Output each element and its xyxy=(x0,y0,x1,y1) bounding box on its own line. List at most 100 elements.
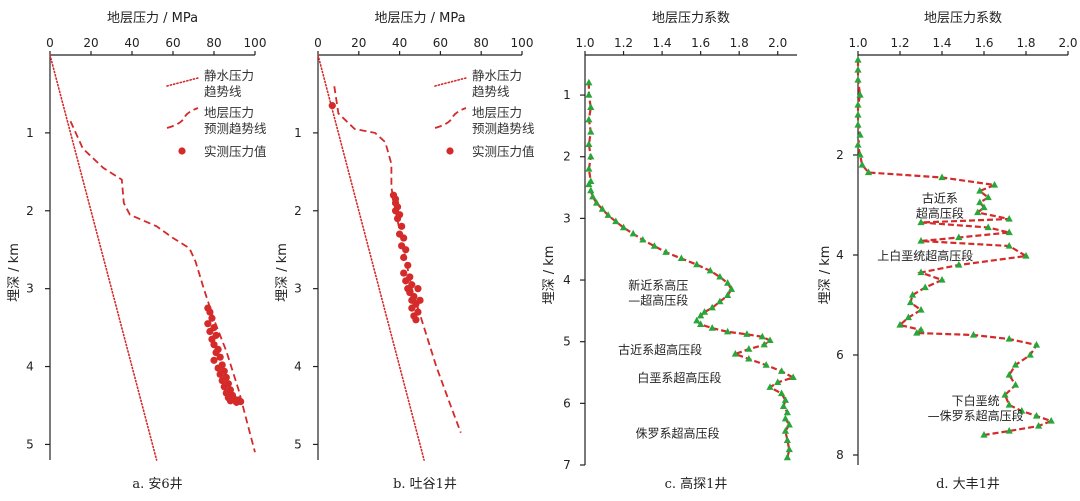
y-tick-label: 4 xyxy=(26,360,34,374)
interval-annotation: 古近系超高压段 xyxy=(618,342,702,357)
y-tick-label: 5 xyxy=(563,335,571,349)
pressure-coefficient-marker xyxy=(650,242,658,249)
pressure-coefficient-marker xyxy=(724,291,732,299)
pressure-coefficient-marker xyxy=(587,128,595,135)
measured-pressure-point xyxy=(206,327,214,336)
pressure-coefficient-marker xyxy=(777,367,786,374)
pressure-coefficient-marker xyxy=(1005,427,1013,434)
x-tick-label: 100 xyxy=(511,36,534,50)
interval-annotation: 侏罗系超高压段 xyxy=(636,425,720,440)
x-tick-label: 80 xyxy=(206,36,221,50)
pressure-coefficient-marker xyxy=(854,111,862,118)
interval-annotation: 新近系高压 xyxy=(628,277,688,292)
x-tick-label: 1.4 xyxy=(653,36,672,50)
pressure-coefficient-marker xyxy=(856,151,864,158)
pressure-coefficient-marker xyxy=(917,237,925,244)
hydrostatic-trend-line xyxy=(49,54,158,461)
interval-annotation: 上白垩统超高压段 xyxy=(877,248,973,263)
pressure-coefficient-marker xyxy=(783,408,791,416)
pressure-coefficient-marker xyxy=(781,414,790,422)
pressure-coefficient-marker xyxy=(1005,228,1013,236)
pressure-coefficient-marker xyxy=(592,198,601,206)
pressure-coefficient-marker xyxy=(1001,391,1009,398)
pressure-coefficient-marker xyxy=(766,383,774,390)
pressure-coefficient-marker xyxy=(1011,361,1020,368)
legend-measured-label: 实测压力值 xyxy=(204,144,267,159)
interval-annotation: 白垩系超高压段 xyxy=(637,370,721,385)
pressure-coefficient-marker xyxy=(708,303,716,311)
interval-annotation: 古近系 xyxy=(922,191,958,206)
measured-pressure-point xyxy=(204,320,212,328)
measured-pressure-point xyxy=(404,261,412,269)
y-tick-label: 2 xyxy=(26,204,34,218)
measured-pressure-point xyxy=(216,370,224,378)
y-axis-title: 埋深 / km xyxy=(7,243,22,302)
pressure-coefficient-marker xyxy=(716,272,724,280)
legend-hydrostatic-label: 静水压力 xyxy=(472,68,522,83)
pressure-coefficient-marker xyxy=(1047,417,1055,424)
y-axis-title: 埋深 / km xyxy=(542,246,557,305)
pressure-coefficient-marker xyxy=(585,78,593,86)
y-tick-label: 2 xyxy=(836,148,844,162)
y-tick-label: 2 xyxy=(563,150,571,164)
measured-pressure-point xyxy=(206,308,214,316)
measured-pressure-point xyxy=(400,234,408,242)
pressure-coefficient-marker xyxy=(779,402,788,410)
pressure-coefficient-marker xyxy=(980,431,988,438)
x-tick-label: 40 xyxy=(124,36,139,50)
pressure-coefficient-marker xyxy=(708,324,716,331)
x-tick-label: 1.6 xyxy=(691,36,710,50)
pressure-coefficient-marker xyxy=(976,198,984,206)
y-tick-label: 4 xyxy=(294,360,302,374)
y-tick-label: 3 xyxy=(26,282,34,296)
pressure-coefficient-marker xyxy=(758,332,766,340)
measured-pressure-point xyxy=(226,397,234,405)
measured-pressure-point xyxy=(402,246,410,254)
measured-pressure-point xyxy=(208,314,216,322)
pressure-coefficient-marker xyxy=(854,66,862,73)
measured-pressure-point xyxy=(400,253,408,262)
pressure-coefficient-marker xyxy=(906,298,915,306)
legend-hydrostatic-swatch xyxy=(434,77,467,87)
pressure-coefficient-marker xyxy=(909,291,917,298)
measured-pressure-point xyxy=(416,296,424,304)
panel-caption: a. 安6井 xyxy=(132,477,182,492)
formation-pressure-trend-line xyxy=(333,86,462,434)
pressure-coefficient-marker xyxy=(783,436,791,443)
x-axis-title: 地层压力 / MPa xyxy=(107,11,198,26)
pressure-coefficient-marker xyxy=(1011,381,1020,388)
x-axis-title: 地层压力系数 xyxy=(652,11,730,26)
pressure-coefficient-marker xyxy=(629,229,637,237)
pressure-coefficient-marker xyxy=(1026,351,1034,358)
pressure-coefficient-marker xyxy=(1032,412,1041,419)
pressure-coefficient-marker xyxy=(789,373,797,381)
measured-pressure-point xyxy=(412,316,420,324)
y-tick-label: 3 xyxy=(294,282,302,296)
legend-formation-label: 地层压力 xyxy=(204,105,254,120)
pressure-coefficient-marker xyxy=(587,103,595,111)
pressure-coefficient-marker xyxy=(858,161,866,168)
panel-caption: b. 吐谷1井 xyxy=(393,477,457,492)
y-tick-label: 7 xyxy=(563,458,571,472)
pressure-coefficient-marker xyxy=(781,427,790,434)
pressure-coefficient-marker xyxy=(990,181,999,188)
pressure-coefficient-marker xyxy=(697,320,705,328)
legend-formation-swatch xyxy=(434,107,467,129)
pressure-coefficient-marker xyxy=(904,313,912,321)
pressure-coefficient-marker xyxy=(693,260,701,268)
pressure-coefficient-marker xyxy=(984,223,992,231)
pressure-coefficient-marker xyxy=(587,152,595,160)
y-tick-label: 4 xyxy=(563,273,571,287)
y-tick-label: 5 xyxy=(26,437,34,451)
y-tick-label: 6 xyxy=(836,348,844,362)
x-tick-label: 0 xyxy=(314,36,322,50)
pressure-coefficient-marker xyxy=(587,186,595,194)
measured-pressure-point xyxy=(212,348,220,357)
pressure-coefficient-marker xyxy=(693,316,701,324)
pressure-coefficient-marker xyxy=(980,203,988,211)
chart-panel-2: 0 20 40 60 80 100 1 2 3 4 5 地层压力 / MPa 埋深 / km b. 吐谷1… xyxy=(275,11,535,492)
y-tick-label: 8 xyxy=(836,448,844,462)
pressure-coefficient-marker xyxy=(955,261,963,268)
